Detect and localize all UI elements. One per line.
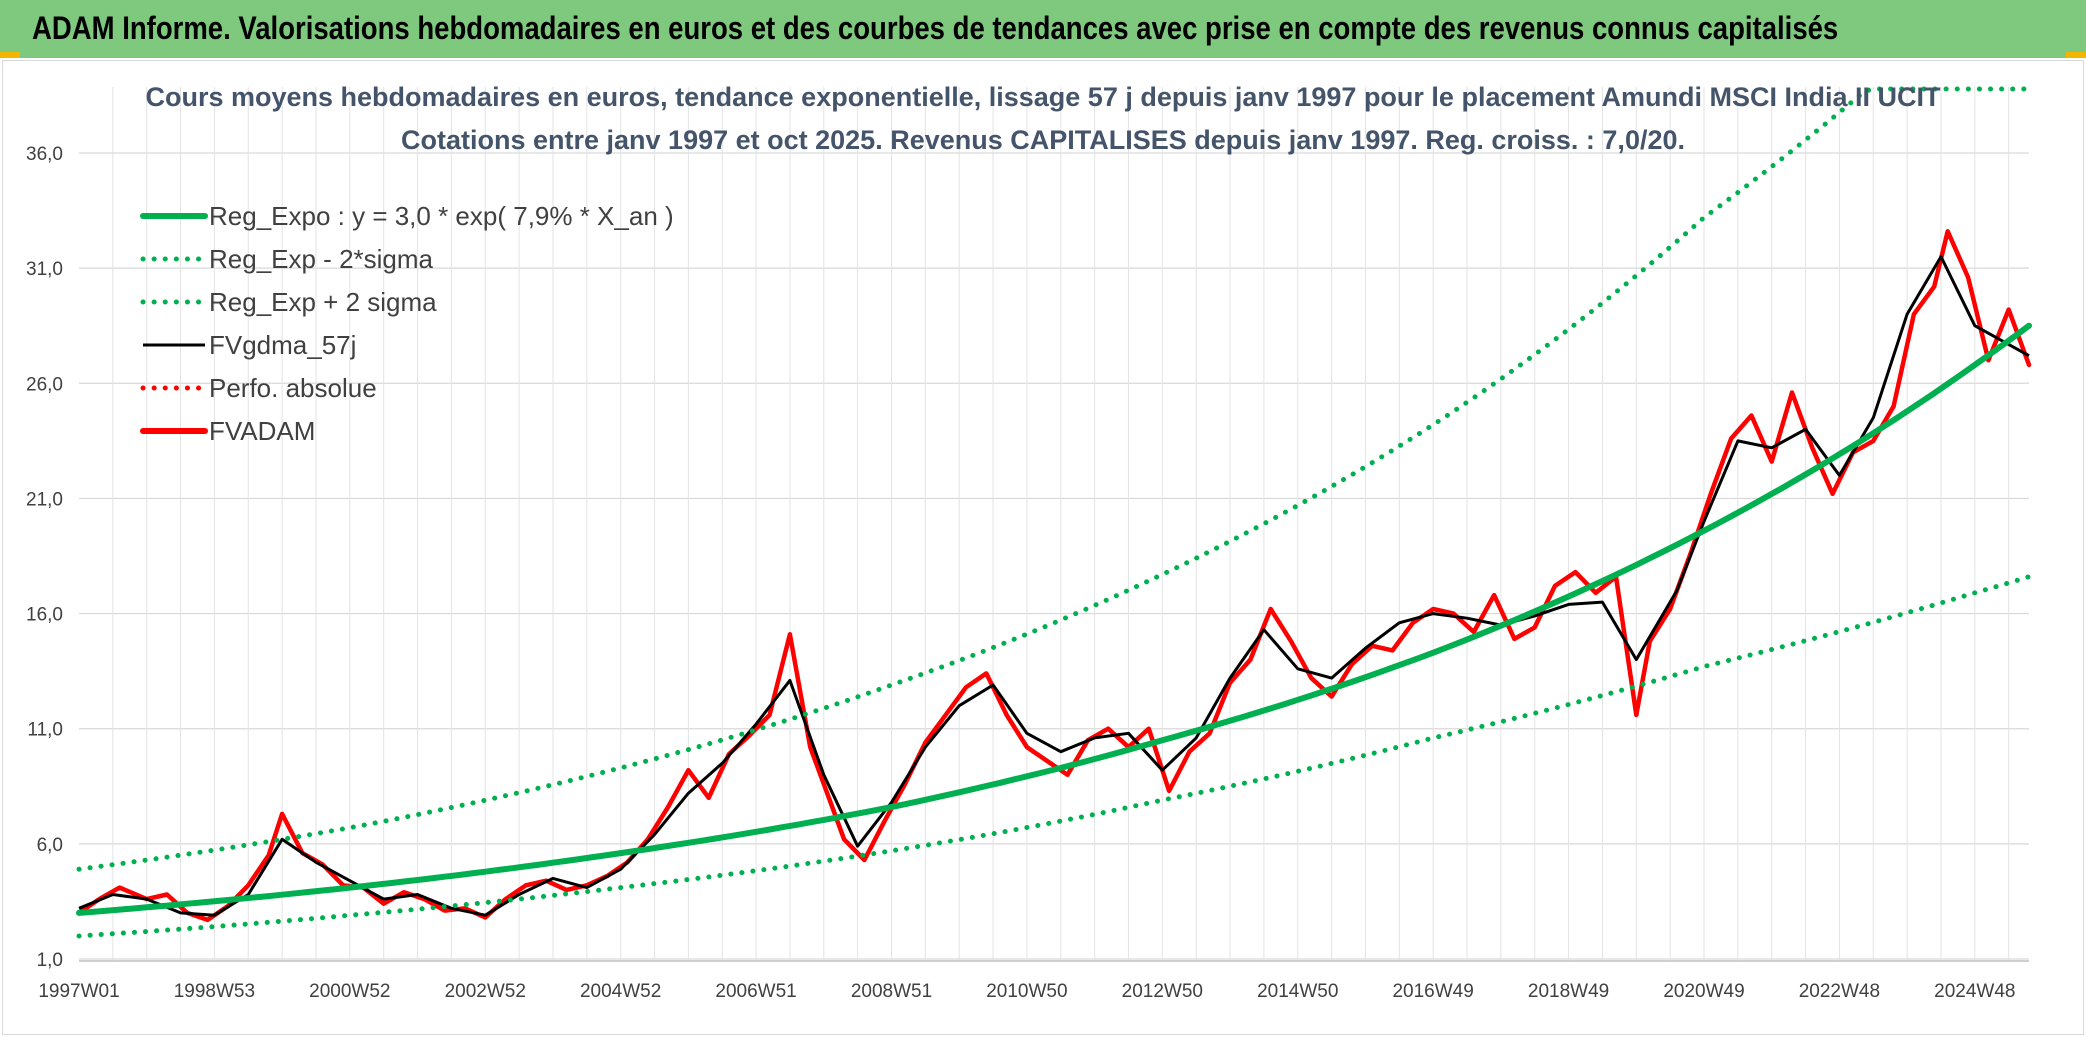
report-banner: ADAM Informe. Valorisations hebdomadaire… bbox=[0, 0, 2086, 58]
x-tick-label: 2000W52 bbox=[309, 981, 390, 1002]
chart-title: Cours moyens hebdomadaires en euros, ten… bbox=[146, 82, 1941, 112]
x-tick-label: 2018W49 bbox=[1528, 981, 1609, 1002]
series-fvadam bbox=[76, 229, 2032, 923]
y-tick-label: 16,0 bbox=[26, 605, 63, 626]
x-tick-label: 2014W50 bbox=[1257, 981, 1338, 1002]
chart-frame: Cours moyens hebdomadaires en euros, ten… bbox=[2, 60, 2084, 1035]
legend: Reg_Expo : y = 3,0 * exp( 7,9% * X_an ) R… bbox=[140, 201, 674, 446]
legend-label: Perfo. absolue bbox=[209, 373, 377, 403]
x-tick-label: 2006W51 bbox=[715, 981, 796, 1002]
x-tick-label: 2002W52 bbox=[445, 981, 526, 1002]
x-tick-label: 1998W53 bbox=[174, 981, 255, 1002]
series-group bbox=[76, 86, 2032, 939]
y-tick-label: 1,0 bbox=[37, 950, 63, 971]
series-reg-exp-2-sigma bbox=[76, 574, 2032, 939]
y-tick-label: 6,0 bbox=[37, 835, 63, 856]
x-tick-label: 2008W51 bbox=[851, 981, 932, 1002]
legend-label: Reg_Exp - 2*sigma bbox=[209, 244, 434, 274]
y-axis-ticks: 1,0 6,0 11,0 16,0 21,0 26,0 31,0 36,0 bbox=[26, 144, 63, 971]
report-title: ADAM Informe. Valorisations hebdomadaire… bbox=[32, 10, 1839, 46]
y-tick-label: 26,0 bbox=[26, 374, 63, 395]
legend-label: FVADAM bbox=[209, 416, 315, 446]
x-tick-label: 1997W01 bbox=[38, 981, 119, 1002]
y-tick-label: 36,0 bbox=[26, 144, 63, 165]
x-tick-label: 2020W49 bbox=[1663, 981, 1744, 1002]
y-tick-label: 31,0 bbox=[26, 259, 63, 280]
legend-label: Reg_Exp + 2 sigma bbox=[209, 287, 437, 317]
y-tick-label: 21,0 bbox=[26, 489, 63, 510]
series-fvgdma-57j bbox=[78, 255, 2030, 917]
corner-accent-left bbox=[0, 52, 20, 58]
y-tick-label: 11,0 bbox=[27, 720, 63, 741]
x-tick-label: 2004W52 bbox=[580, 981, 661, 1002]
chart-subtitle: Cotations entre janv 1997 et oct 2025. R… bbox=[401, 125, 1685, 155]
x-tick-label: 2022W48 bbox=[1799, 981, 1880, 1002]
x-tick-label: 2010W50 bbox=[986, 981, 1067, 1002]
x-tick-label: 2012W50 bbox=[1122, 981, 1203, 1002]
legend-label: Reg_Expo : y = 3,0 * exp( 7,9% * X_an ) bbox=[209, 201, 674, 231]
corner-accent-right bbox=[2066, 52, 2086, 58]
x-tick-label: 2024W48 bbox=[1934, 981, 2015, 1002]
legend-label: FVgdma_57j bbox=[209, 330, 356, 360]
series-reg-exp-2-sigma bbox=[76, 86, 2032, 872]
x-tick-label: 2016W49 bbox=[1392, 981, 1473, 1002]
x-axis-ticks: 1997W01 1998W53 2000W52 2002W52 2004W52 2006W… bbox=[38, 981, 2015, 1002]
series-reg-expo-y-3-0-exp-7-9-x-an bbox=[76, 322, 2032, 916]
line-chart: Cours moyens hebdomadaires en euros, ten… bbox=[26, 82, 2032, 1002]
